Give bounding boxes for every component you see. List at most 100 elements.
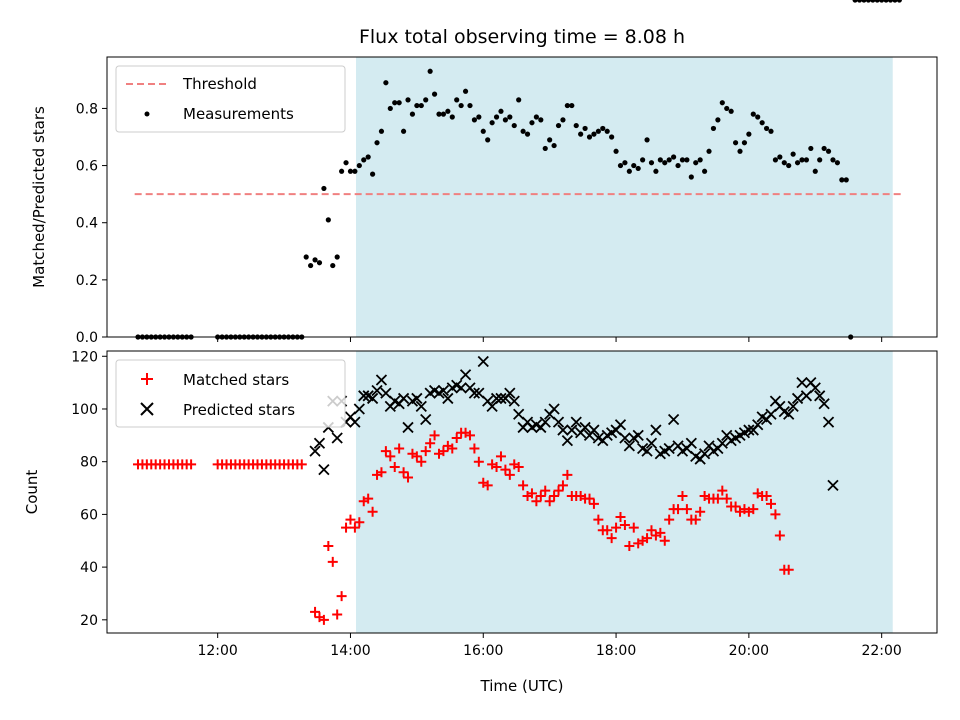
matched-point [593,514,604,525]
measurement-point [378,128,385,134]
measurement-point [361,157,367,163]
predicted-point [477,355,489,368]
measurement-point [662,160,668,166]
matched-point [717,485,728,496]
predicted-point [548,403,560,415]
measurement-point [516,97,522,103]
matched-point [469,443,480,454]
matched-point [495,451,506,462]
top-axes: 0.0 0.2 0.4 0.6 0.8 [76,101,883,346]
measurement-point [808,145,814,152]
predicted-point [380,387,392,399]
predicted-point [437,384,450,397]
matched-point [416,456,427,467]
predicted-point [402,421,414,434]
measurement-point [613,148,619,154]
predicted-point [579,421,591,434]
measurement-point [697,157,703,163]
measurement-point [383,80,389,86]
measurement-point [502,117,508,123]
measurement-point [316,260,323,266]
measurement-point [631,162,637,169]
measurement-point [679,157,686,163]
measurement-point [852,0,858,3]
measurement-point [724,105,730,112]
measurement-point [321,185,327,192]
y-tick-label: 0.6 [76,159,98,175]
predicted-point [632,429,644,441]
measurement-point [781,160,787,166]
matched-point [730,501,741,512]
top-legend: Threshold Measurements [115,65,346,133]
measurement-point [817,157,823,163]
predicted-point [358,390,370,402]
measurement-point [617,162,624,169]
y-tick-label: 120 [71,349,98,365]
predicted-point [331,432,343,444]
measurement-point [706,148,712,154]
x-tick-label: 22:00 [861,643,901,659]
measurement-point [547,137,553,143]
measurement-point [768,128,774,134]
matched-point [473,456,484,467]
measurement-point [684,157,690,163]
measurement-point [476,114,482,120]
predicted-point [455,382,467,394]
matched-point [540,485,551,496]
matched-point [367,506,378,517]
matched-point [588,498,599,509]
measurement-point [710,125,717,132]
measurement-point [653,168,659,174]
matched-point [766,498,776,509]
matched-point [345,514,356,525]
measurement-point [458,102,464,109]
matched-point [482,480,493,491]
predicted-point [822,416,835,428]
predicted-point [473,387,485,399]
predicted-point [459,369,472,381]
measurement-point [648,160,655,166]
predicted-point [619,432,631,444]
predicted-point [783,408,795,420]
predicted-point [814,390,826,402]
measurement-point [626,168,632,174]
matched-point [376,467,387,478]
legend-predicted-swatch [140,402,154,416]
measurement-point [538,117,544,123]
matched-point [389,461,400,472]
measurement-point [445,108,451,114]
predicted-point [641,445,653,457]
matched-point [659,535,670,546]
bottom-plot-frame [106,350,938,634]
predicted-point [442,392,454,405]
matched-point [553,485,564,496]
measurement-point [564,102,570,109]
predicted-point [667,413,680,426]
measurement-point [644,137,650,143]
matched-point [341,522,352,533]
matched-point [354,517,365,528]
y-tick-label: 100 [71,402,98,418]
measurement-point [830,157,836,163]
matched-point [602,525,613,536]
matched-point [336,591,347,602]
matched-point [451,432,462,443]
measurement-point [883,0,889,3]
measurement-point [772,157,779,163]
predicted-point [791,392,804,405]
measurement-point [861,0,867,3]
x-tick-label: 20:00 [729,643,769,659]
bottom-legend: Matched stars Predicted stars [115,359,346,428]
measurement-point [423,97,429,103]
measurement-point [604,128,610,134]
predicted-point [508,395,520,407]
measurement-point [303,254,309,260]
predicted-point [716,437,728,449]
measurement-point [657,157,663,163]
bottom-panel: 12:00 14:00 16:00 18:00 20:00 22:00 20 40 60 80 10… [23,349,938,695]
measurement-point [794,160,801,166]
predicted-point [349,416,361,428]
matched-point [535,490,546,501]
matched-point [526,488,537,499]
predicted-point [698,448,711,460]
